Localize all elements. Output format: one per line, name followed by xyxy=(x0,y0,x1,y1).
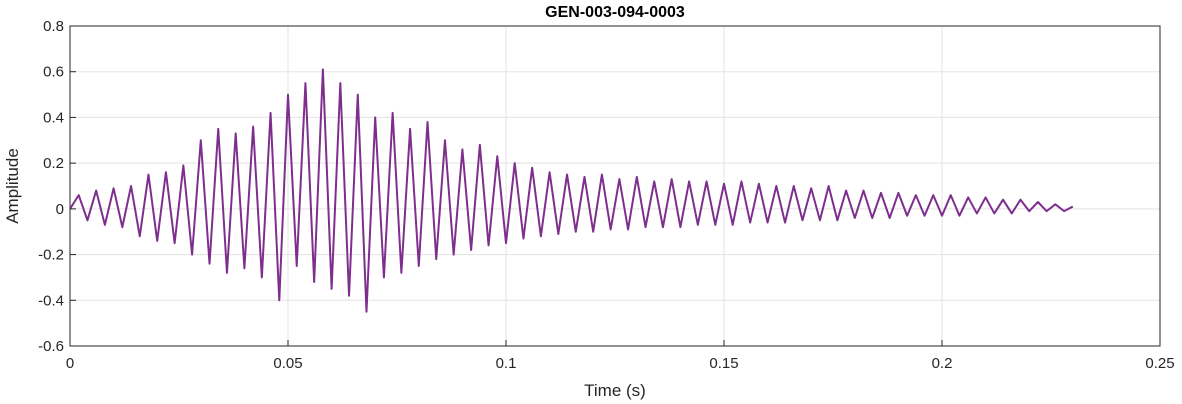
y-tick-label: 0.4 xyxy=(43,109,64,126)
x-tick-label: 0.15 xyxy=(709,355,738,372)
y-axis-label: Amplitude xyxy=(3,148,22,224)
x-axis-label: Time (s) xyxy=(584,381,646,400)
x-axis-ticks: 0 0.05 0.1 0.15 0.2 0.25 xyxy=(66,340,1175,372)
x-tick-label: 0.2 xyxy=(932,355,953,372)
y-tick-label: -0.4 xyxy=(38,292,64,309)
y-tick-label: 0.6 xyxy=(43,64,64,81)
chart-title: GEN-003-094-0003 xyxy=(545,4,685,21)
y-tick-label: -0.6 xyxy=(38,338,64,355)
x-tick-label: 0.1 xyxy=(496,355,517,372)
x-tick-label: 0.25 xyxy=(1145,355,1174,372)
x-tick-label: 0 xyxy=(66,355,74,372)
y-tick-label: 0.8 xyxy=(43,18,64,35)
series-group xyxy=(69,68,1074,313)
y-tick-label: -0.2 xyxy=(38,247,64,264)
plot-area xyxy=(70,26,1160,346)
y-tick-label: 0.2 xyxy=(43,155,64,172)
plot-frame xyxy=(69,25,1161,347)
y-tick-label: 0 xyxy=(56,201,64,218)
x-tick-label: 0.05 xyxy=(273,355,302,372)
y-axis-ticks: -0.6 -0.4 -0.2 0 0.2 0.4 0.6 0.8 xyxy=(38,18,76,355)
waveform-line xyxy=(69,68,1074,313)
